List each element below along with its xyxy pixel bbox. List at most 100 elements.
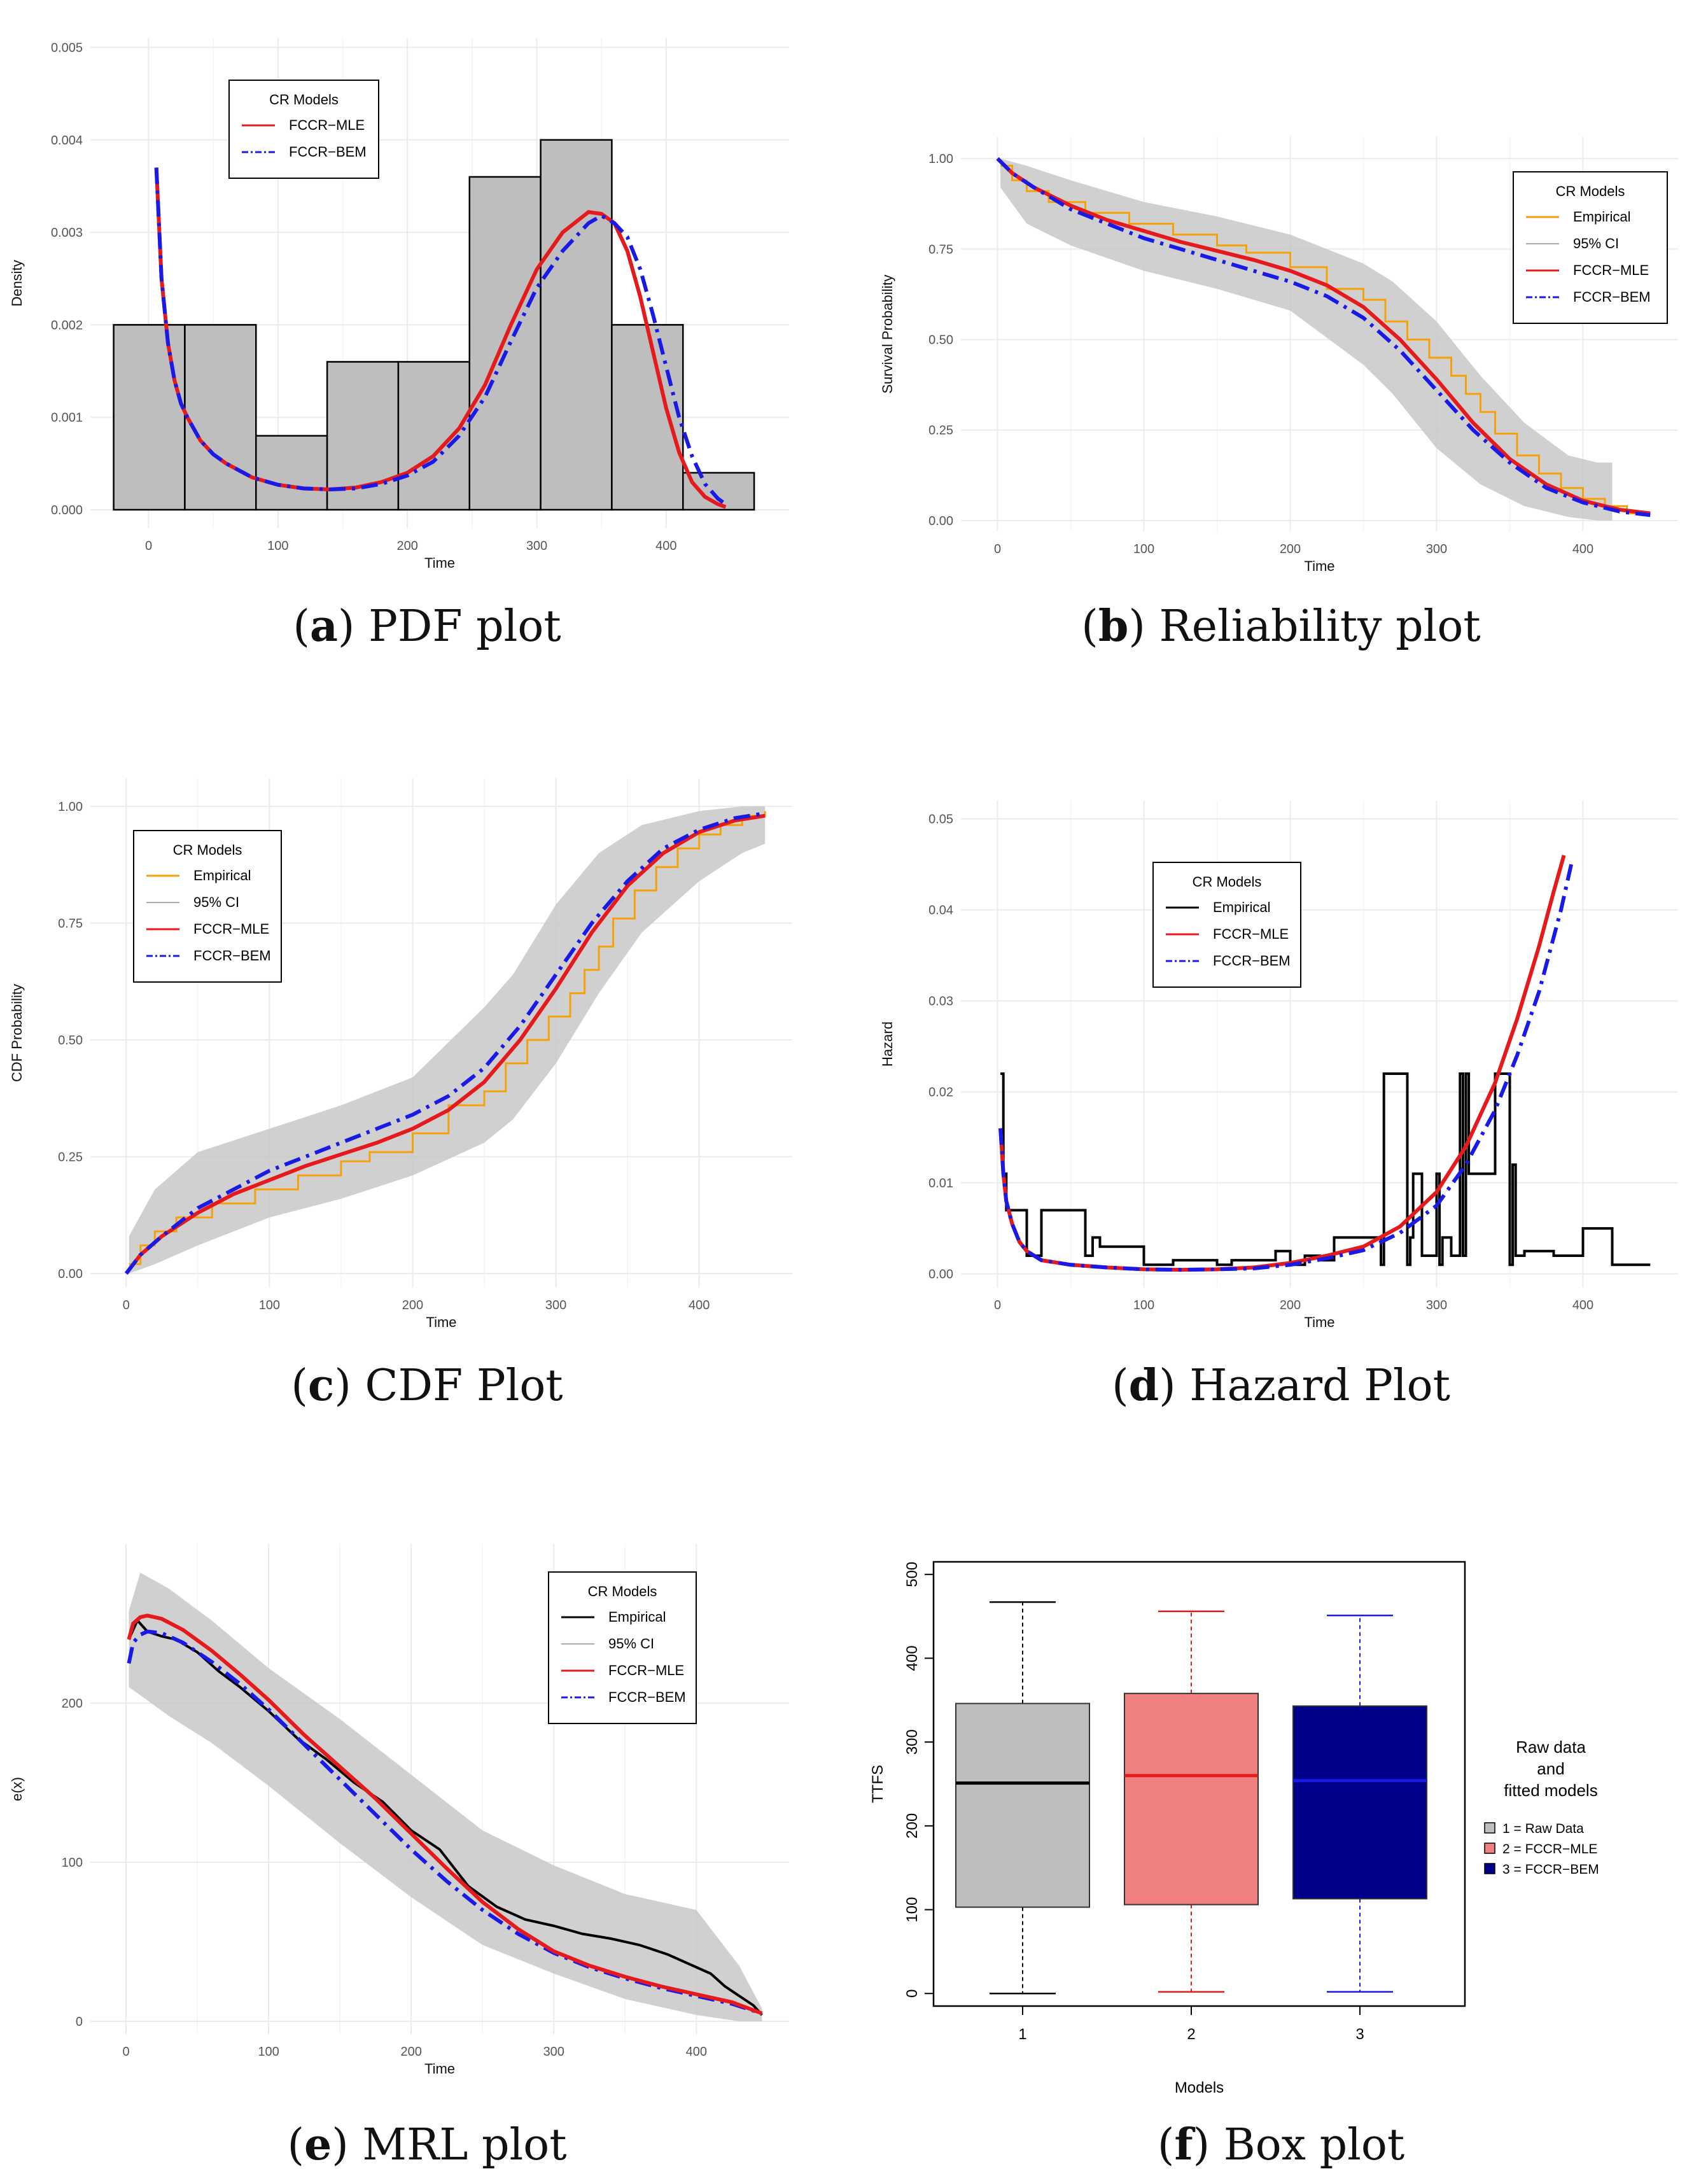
x-tick-label: 200: [1280, 1298, 1301, 1312]
legend-swatch: [1484, 1822, 1495, 1834]
panel-mrl: 0 100 200 300 400 0 100 200 Time e(x) CR Models Emp…: [0, 1455, 854, 2182]
series-line-mle: [124, 813, 766, 1275]
x-tick-label: 100: [258, 2045, 279, 2059]
y-tick-label: 0.03: [928, 995, 953, 1009]
legend-label: 1 = Raw Data: [1502, 1822, 1584, 1836]
legend-label: FCCR−BEM: [608, 1689, 686, 1705]
x-tick-label: 400: [686, 2045, 707, 2059]
y-axis-label: CDF Probability: [9, 984, 25, 1082]
x-axis-label: Models: [1175, 2079, 1224, 2096]
x-tick-label: 100: [1133, 1298, 1154, 1312]
panel-pdf: 0 100 200 300 400 0.000 0.001 0.002 0.003 0.004 0.…: [0, 0, 854, 727]
histogram-bar: [611, 324, 684, 511]
x-tick-label: 300: [526, 539, 547, 553]
x-tick-label: 400: [1572, 1298, 1593, 1312]
series-line-empirical: [127, 1618, 763, 2016]
legend-title: CR Models: [269, 92, 339, 108]
caption-box: (f) Box plot: [1157, 2119, 1405, 2170]
series-line-bem: [998, 864, 1574, 1272]
y-tick-label: 0.25: [928, 424, 953, 438]
histogram-bar: [184, 324, 257, 511]
legend-label: 95% CI: [193, 894, 239, 910]
caption-text: Box plot: [1223, 2120, 1405, 2170]
legend-title: CR Models: [588, 1583, 657, 1599]
box-iqr: [1292, 1705, 1427, 1900]
y-tick-label: 0.25: [58, 1150, 83, 1164]
panel-cdf: 0 100 200 300 400 0.00 0.25 0.50 0.75 1.00 Time CDF…: [0, 727, 854, 1455]
legend-label: Empirical: [608, 1609, 666, 1625]
legend-title: CR Models: [173, 842, 242, 858]
histogram-bar: [113, 324, 186, 511]
x-axis-label: Time: [1304, 558, 1334, 574]
series-line-mle: [127, 1613, 763, 2016]
legend-label: 95% CI: [1573, 235, 1619, 251]
legend-label: FCCR−BEM: [289, 144, 367, 160]
legend-title: Raw data: [1516, 1737, 1586, 1757]
x-tick-label: 300: [543, 2045, 564, 2059]
legend-label: 2 = FCCR−MLE: [1502, 1842, 1597, 1857]
x-tick-label: 400: [1572, 542, 1593, 556]
caption-letter: d: [1128, 1360, 1159, 1411]
x-axis-label: Time: [424, 2061, 455, 2077]
y-tick-label: 0: [904, 1990, 921, 1998]
ci-band: [1000, 158, 1613, 521]
panel-reliability: 0 100 200 300 400 0.00 0.25 0.50 0.75 1.00 Time Sur…: [854, 0, 1708, 727]
legend-label: Empirical: [1573, 209, 1630, 225]
y-axis-label: Density: [9, 260, 25, 306]
legend-label: FCCR−BEM: [193, 948, 271, 964]
x-tick-label: 0: [994, 542, 1001, 556]
legend-swatch: [1484, 1863, 1495, 1874]
caption-letter: e: [304, 2119, 332, 2170]
series-line-mle: [996, 157, 1651, 516]
y-tick-label: 0.00: [928, 514, 953, 528]
empirical-step-line: [1000, 1072, 1651, 1267]
reliability-chart: 0 100 200 300 400 0.00 0.25 0.50 0.75 1.00 Time Sur…: [879, 137, 1678, 574]
panel-box: 0 100 200 300 400 500 1 2 3 Models TTFS Raw data and…: [854, 1455, 1708, 2182]
x-tick-label: 1: [1018, 2026, 1026, 2043]
x-tick-label: 0: [145, 539, 152, 553]
x-tick-label: 400: [689, 1298, 710, 1312]
x-tick-label: 300: [1426, 1298, 1447, 1312]
y-tick-label: 0.05: [928, 813, 953, 827]
legend-label: Empirical: [193, 867, 251, 883]
y-axis-label: TTFS: [869, 1765, 886, 1803]
x-tick-label: 200: [396, 539, 417, 553]
x-tick-label: 100: [259, 1298, 280, 1312]
legend-label: FCCR−MLE: [289, 117, 365, 133]
legend-label: FCCR−BEM: [1213, 953, 1291, 969]
y-tick-label: 1.00: [58, 800, 83, 814]
legend-box: [228, 80, 379, 179]
empirical-step-line: [129, 811, 766, 1265]
y-tick-label: 0.02: [928, 1086, 953, 1100]
y-tick-label: 0.75: [58, 917, 83, 931]
legend-box: [1513, 171, 1668, 324]
legend-label: FCCR−MLE: [1573, 262, 1649, 278]
y-tick-label: 0.75: [928, 242, 953, 256]
histogram-bar: [540, 139, 613, 511]
legend-title: CR Models: [1556, 183, 1625, 199]
x-tick-label: 0: [123, 1298, 130, 1312]
legend-title: CR Models: [1193, 874, 1262, 890]
x-tick-label: 0: [122, 2045, 129, 2059]
x-tick-label: 200: [400, 2045, 421, 2059]
caption-reliability: (b) Reliability plot: [1081, 601, 1481, 652]
y-axis-label: Hazard: [879, 1021, 895, 1067]
y-tick-label: 0.04: [928, 904, 953, 918]
y-tick-label: 200: [62, 1697, 83, 1711]
x-tick-label: 200: [402, 1298, 423, 1312]
y-tick-label: 100: [904, 1897, 921, 1923]
hazard-chart: 0 100 200 300 400 0.00 0.01 0.02 0.03 0.04 0.05 Tim…: [879, 801, 1678, 1330]
x-tick-label: 200: [1280, 542, 1301, 556]
y-tick-label: 400: [904, 1645, 921, 1671]
legend-label: FCCR−MLE: [608, 1662, 684, 1678]
x-tick-label: 2: [1187, 2026, 1195, 2043]
caption-hazard: (d) Hazard Plot: [1112, 1360, 1450, 1411]
y-tick-label: 0: [76, 2015, 83, 2029]
legend-label: FCCR−MLE: [1213, 926, 1289, 942]
x-tick-label: 100: [1133, 542, 1154, 556]
y-tick-label: 0.005: [51, 41, 83, 55]
y-axis-label: Survival Probability: [879, 274, 895, 393]
y-axis-label: e(x): [9, 1777, 25, 1801]
